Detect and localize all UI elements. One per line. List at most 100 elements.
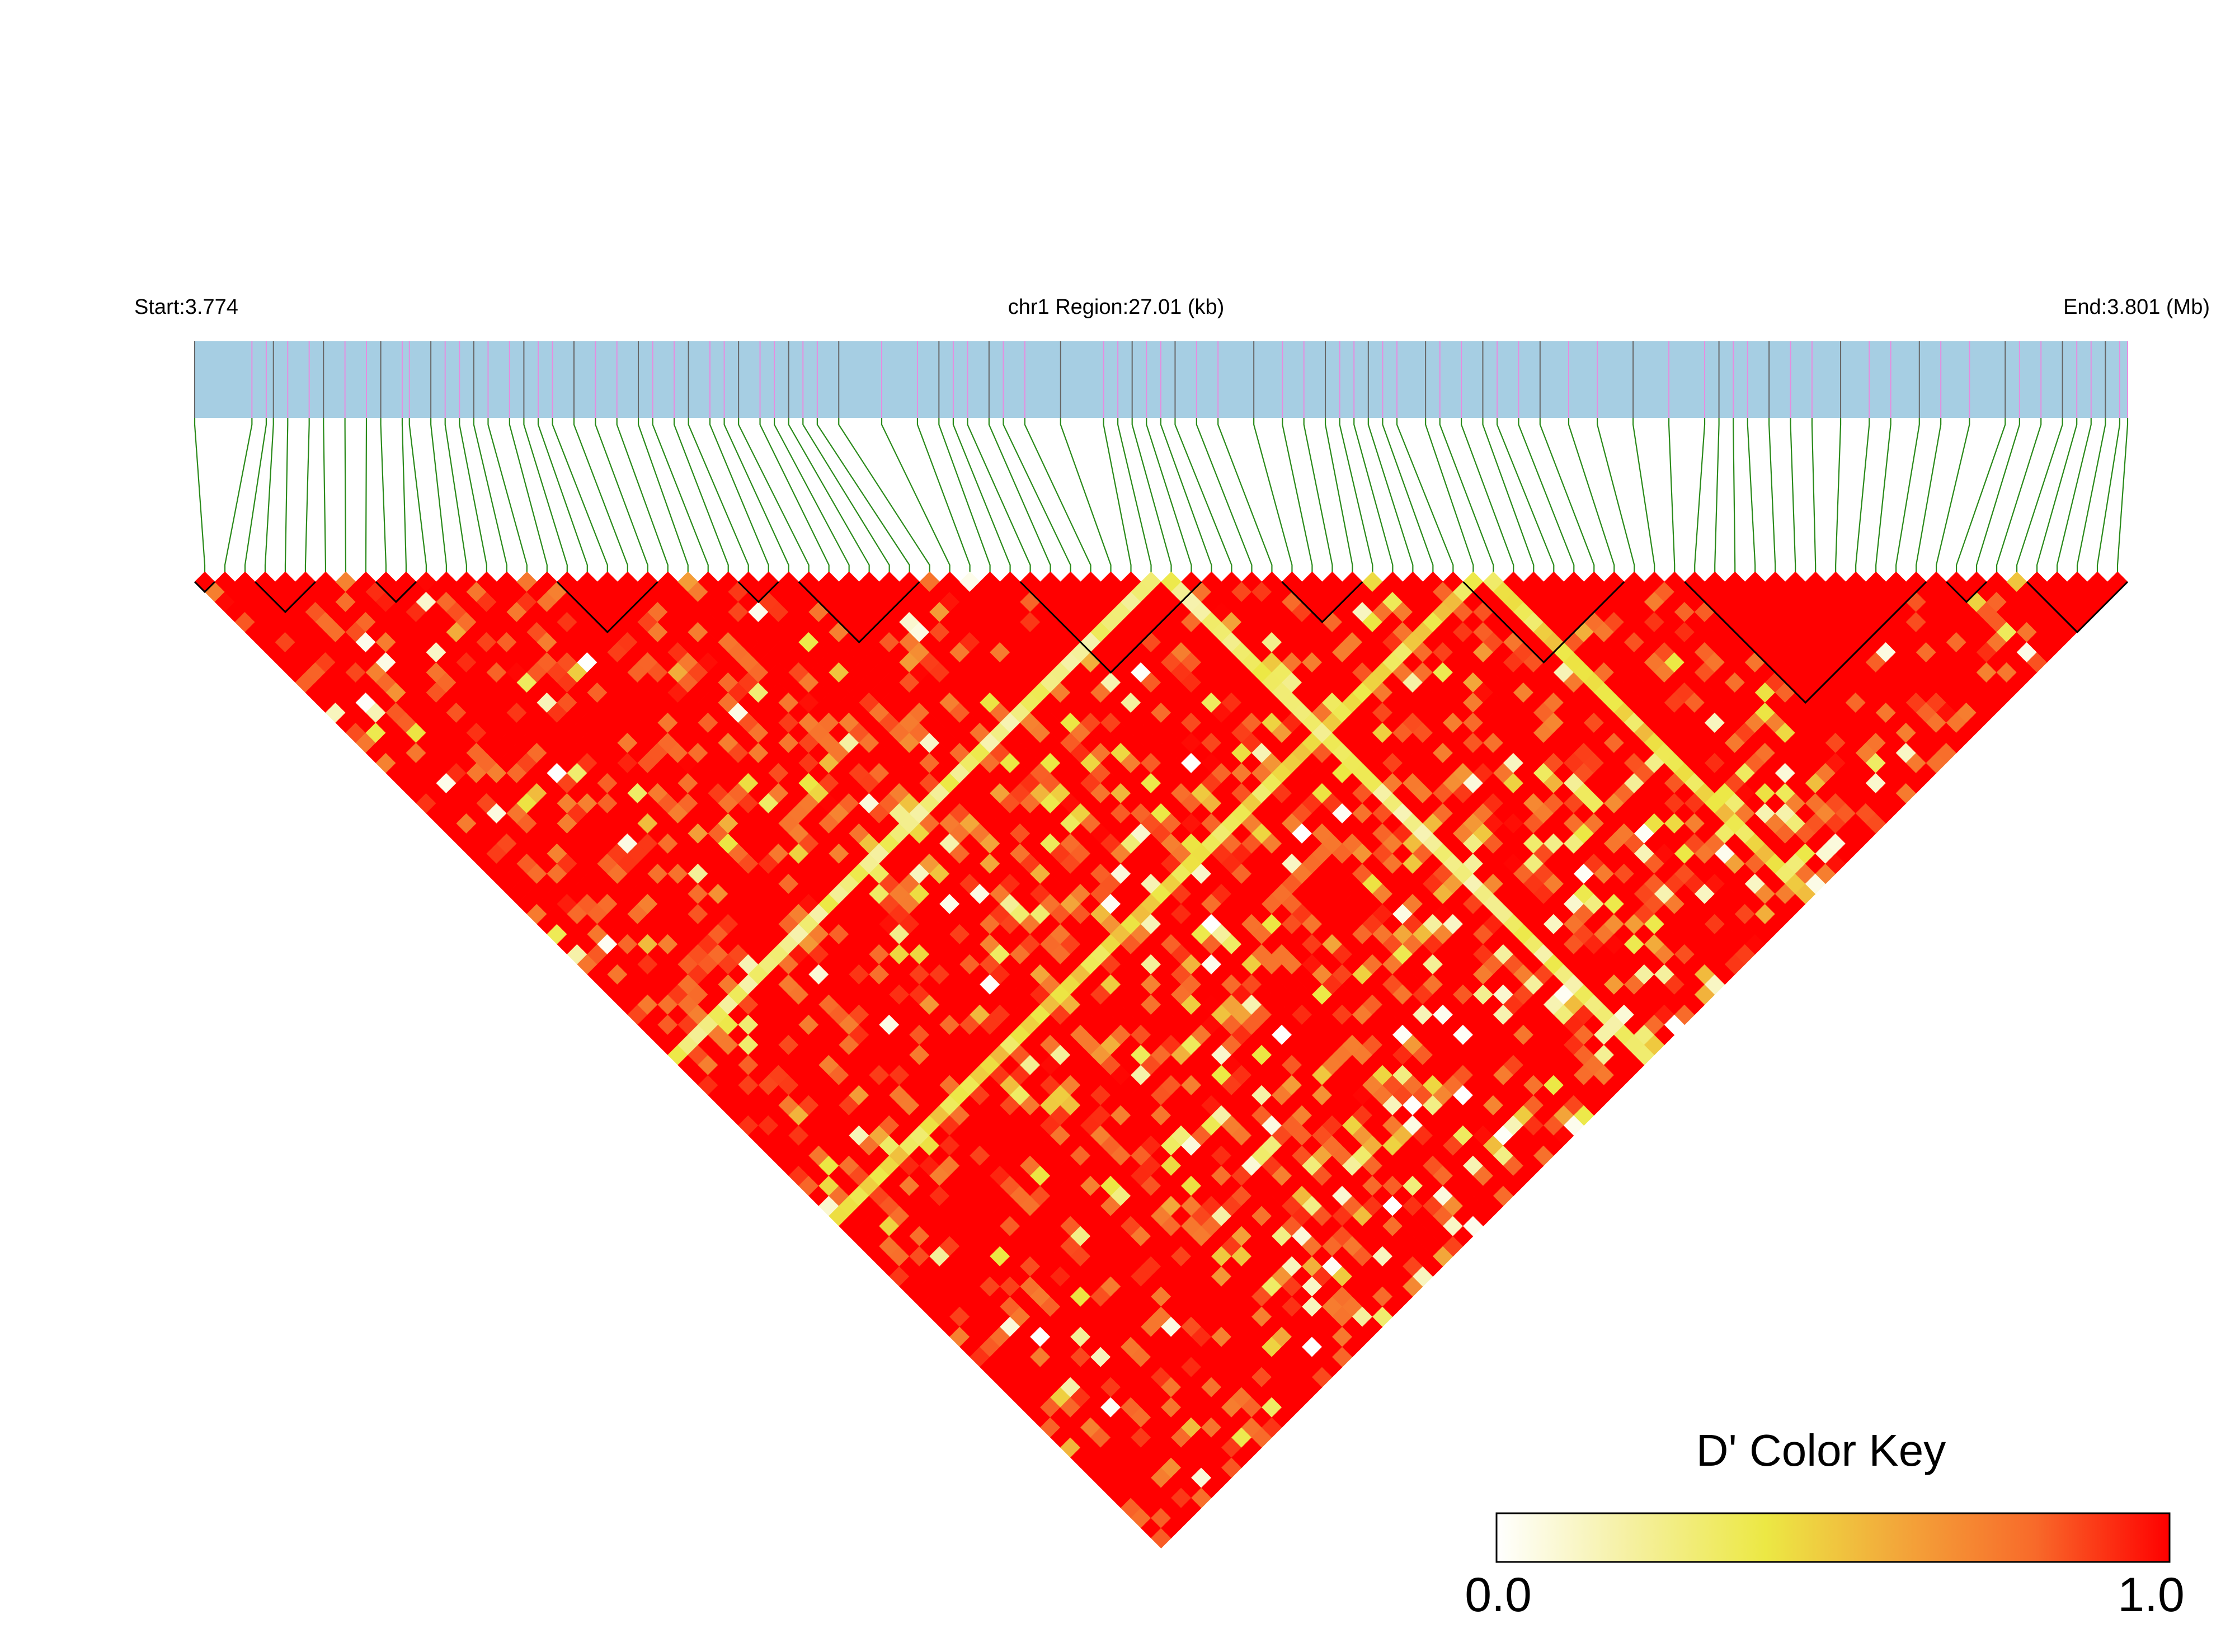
snp-connector-line	[1060, 418, 1112, 574]
snp-connector-line	[430, 418, 447, 574]
snp-connector-line	[1996, 418, 2042, 574]
snp-connector-line	[408, 418, 427, 574]
snp-connector-line	[1024, 418, 1091, 574]
snp-connector-line	[1003, 418, 1071, 574]
snp-connector-line	[1103, 418, 1132, 574]
snp-connector-line	[988, 418, 1051, 574]
snp-connector-line	[1835, 418, 1842, 574]
ld-heatmap	[194, 571, 2128, 1549]
snp-connector-line	[759, 418, 830, 574]
snp-connector-line	[344, 418, 347, 574]
snp-connector-line	[401, 418, 407, 574]
snp-connector-line	[738, 418, 810, 574]
snp-connector-line	[1382, 418, 1434, 574]
snp-connector-line	[723, 418, 789, 574]
snp-connector-line	[1935, 418, 1970, 574]
snp-connector-line	[2016, 418, 2063, 574]
snp-connector-line	[1303, 418, 1333, 574]
snp-connector-line	[1482, 418, 1535, 574]
snp-connector-line	[264, 418, 274, 574]
snp-connector-line	[1539, 418, 1595, 574]
snp-connector-line	[487, 418, 528, 574]
snp-connector-line	[1568, 418, 1615, 574]
snp-connector-line	[1632, 418, 1655, 574]
snp-connector-line	[802, 418, 890, 574]
snp-connector-line	[304, 418, 310, 574]
snp-connector-line	[224, 418, 253, 574]
snp-connector-line	[967, 418, 1031, 574]
snp-connector-line	[1253, 418, 1293, 574]
snp-connector-line	[2116, 418, 2129, 574]
snp-connector-line	[1282, 418, 1313, 574]
snp-connector-line	[916, 418, 971, 574]
snp-connector-line	[1160, 418, 1212, 574]
snp-connector-line	[1694, 418, 1706, 574]
snp-connector-line	[1461, 418, 1514, 574]
snp-connector-line	[938, 418, 991, 574]
snp-connector-line	[1975, 418, 2020, 574]
snp-connector-line	[1496, 418, 1555, 574]
snp-connector-line	[816, 418, 910, 574]
snp-connector-line	[194, 418, 206, 574]
snp-connector-line	[473, 418, 507, 574]
snp-connector-line	[1916, 418, 1942, 574]
snp-connector-line	[688, 418, 749, 574]
snp-connector-line	[2096, 418, 2121, 574]
snp-connector-line	[1790, 418, 1796, 574]
start-label: Start:3.774	[134, 295, 238, 319]
snp-connector-line	[1324, 418, 1353, 574]
snp-connector-line	[1353, 418, 1394, 574]
snp-connector-line	[1875, 418, 1891, 574]
snp-connector-line	[1396, 418, 1454, 574]
snp-connector-line	[1668, 418, 1676, 574]
snp-connector-line	[952, 418, 1011, 574]
snp-connector-line	[1733, 418, 1736, 574]
snp-connector-line	[709, 418, 769, 574]
snp-connector-line	[537, 418, 588, 574]
snp-connector-line	[1339, 418, 1373, 574]
snp-connector-lines	[194, 418, 2129, 574]
snp-connector-line	[1747, 418, 1756, 574]
snp-connector-line	[2076, 418, 2106, 574]
snp-connector-line	[673, 418, 729, 574]
snp-connector-line	[2056, 418, 2092, 574]
snp-connector-line	[523, 418, 568, 574]
snp-connector-line	[509, 418, 548, 574]
snp-connector-line	[244, 418, 267, 574]
snp-connector-line	[573, 418, 628, 574]
snp-connector-line	[616, 418, 669, 574]
color-key-gradient-bar	[1495, 1512, 2171, 1563]
snp-connector-line	[459, 418, 487, 574]
snp-connector-line	[788, 418, 870, 574]
snp-connector-line	[552, 418, 608, 574]
snp-connector-line	[652, 418, 709, 574]
color-key-max-label: 1.0	[2118, 1568, 2185, 1622]
snp-connector-line	[284, 418, 289, 574]
snp-connector-line	[1597, 418, 1635, 574]
snp-marker-ticks	[194, 341, 2128, 418]
snp-connector-line	[1217, 418, 1273, 574]
snp-connector-line	[2036, 418, 2078, 574]
snp-connector-line	[1955, 418, 2006, 574]
end-label: End:3.801 (Mb)	[2063, 295, 2210, 319]
snp-connector-line	[1714, 418, 1720, 574]
snp-connector-line	[1117, 418, 1152, 574]
snp-connector-line	[323, 418, 327, 574]
snp-connector-line	[1367, 418, 1414, 574]
snp-connector-line	[380, 418, 387, 574]
snp-connector-line	[1811, 418, 1817, 574]
snp-connector-line	[1174, 418, 1232, 574]
snp-connector-line	[1196, 418, 1253, 574]
snp-connector-line	[1425, 418, 1474, 574]
snp-connector-line	[1855, 418, 1870, 574]
snp-connector-line	[444, 418, 467, 574]
snp-connector-line	[1131, 418, 1172, 574]
snp-connector-line	[1518, 418, 1575, 574]
snp-connector-line	[1146, 418, 1192, 574]
snp-connector-line	[774, 418, 850, 574]
color-key: D' Color Key 0.0 1.0	[1465, 1425, 2185, 1622]
snp-connector-line	[881, 418, 951, 574]
color-key-title: D' Color Key	[1696, 1425, 1946, 1475]
snp-connector-line	[838, 418, 930, 574]
